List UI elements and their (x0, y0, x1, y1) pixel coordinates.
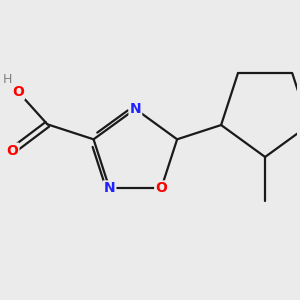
Text: O: O (12, 85, 24, 99)
Text: O: O (7, 144, 18, 158)
Text: N: N (104, 182, 115, 195)
Text: H: H (3, 73, 12, 86)
Text: O: O (155, 182, 167, 195)
Text: N: N (130, 102, 141, 116)
